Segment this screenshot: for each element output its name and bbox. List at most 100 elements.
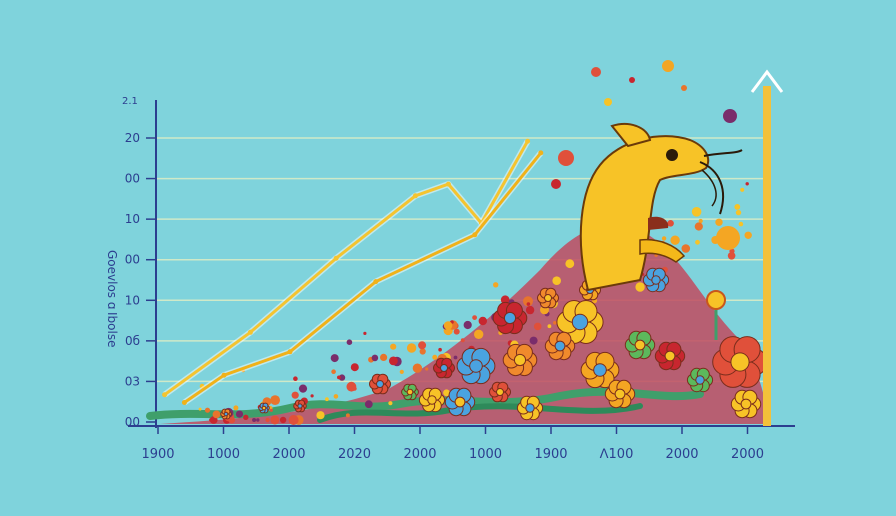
y-tick-label: 03	[125, 374, 140, 388]
series-point	[181, 400, 187, 405]
confetti-dot	[337, 375, 341, 380]
confetti-dot	[694, 222, 703, 231]
x-tick-label: 2020	[338, 447, 371, 462]
confetti-dot	[325, 397, 329, 402]
confetti-dot	[547, 324, 552, 329]
flower-center	[525, 403, 535, 413]
confetti-dot	[691, 207, 702, 217]
confetti-dot	[243, 414, 249, 420]
grid-layer	[150, 137, 770, 383]
confetti-dot	[565, 259, 575, 269]
confetti-dot	[269, 408, 273, 412]
confetti-dot	[390, 343, 397, 350]
flower	[624, 330, 656, 360]
confetti-dot	[661, 236, 667, 241]
confetti-dot	[438, 347, 442, 352]
series-line-lower	[183, 151, 542, 404]
confetti-dot	[333, 394, 339, 399]
x-tick-label: 1000	[207, 447, 240, 462]
flower-center	[261, 405, 267, 411]
floating-dot	[681, 85, 687, 91]
flower	[556, 300, 604, 344]
flower	[456, 347, 496, 385]
confetti-dot	[298, 384, 308, 393]
confetti-dot	[419, 348, 426, 355]
confetti-dot	[352, 386, 357, 391]
mouse-arm	[639, 238, 686, 263]
x-tick-label: 2000	[403, 447, 436, 462]
series-point	[472, 232, 478, 238]
confetti-dot	[350, 363, 359, 372]
flower	[258, 402, 270, 414]
confetti-dot	[399, 369, 404, 374]
confetti-dot	[363, 331, 367, 335]
flower	[537, 287, 559, 309]
flower	[686, 367, 714, 393]
series-layer	[162, 138, 544, 405]
series-point	[373, 279, 379, 285]
confetti-dot	[729, 248, 735, 254]
confetti-dot	[364, 400, 373, 409]
mouse-mouth	[648, 216, 669, 230]
flower	[604, 379, 636, 409]
flower-center	[730, 352, 750, 372]
axes-layer	[128, 100, 795, 428]
arrow-head	[750, 69, 784, 93]
flower	[418, 387, 446, 413]
flower-center	[427, 395, 437, 405]
confetti-dot	[406, 343, 417, 353]
floating-dot	[604, 98, 612, 106]
flower-center	[544, 294, 552, 302]
floating-dot	[629, 77, 635, 83]
confetti-dot	[228, 416, 236, 424]
confetti-dot	[715, 218, 723, 226]
confetti-dot	[523, 296, 533, 307]
flower	[502, 343, 538, 377]
flower	[516, 395, 544, 421]
flower-center	[695, 375, 705, 385]
y-tick-label: 20	[125, 131, 140, 145]
series-point	[333, 255, 339, 261]
confetti-dot	[252, 418, 257, 422]
confetti-dot	[279, 416, 287, 424]
flower-center	[440, 364, 448, 372]
y-axis-title-secondary: Ibolse	[105, 312, 119, 347]
series-point	[412, 193, 418, 199]
confetti-dot	[734, 204, 741, 210]
confetti-dot	[212, 410, 221, 419]
flower-center	[503, 311, 517, 325]
x-tick-label: ⴷ100	[600, 447, 634, 462]
series-point	[538, 150, 544, 156]
confetti-dot	[472, 315, 477, 320]
flower-center	[376, 380, 384, 388]
flower-center	[740, 398, 752, 410]
series-point	[247, 329, 253, 335]
confetti-dot	[412, 363, 423, 373]
y-axis-title: Goevlos ɑ	[105, 250, 119, 309]
y-tick-label: 00	[125, 172, 140, 186]
confetti-dot	[256, 418, 260, 422]
flower-center	[651, 275, 661, 285]
confetti-dot	[667, 220, 674, 227]
confetti-dot	[478, 316, 487, 326]
flower	[580, 351, 620, 389]
confetti-dot	[453, 355, 458, 360]
confetti-dot	[525, 305, 535, 315]
confetti-dot	[331, 369, 336, 375]
floating-dot	[716, 226, 740, 250]
confetti-dot	[744, 231, 752, 239]
y-tick-labels: 00 03 0б 10 00 10 00 20	[125, 131, 156, 429]
confetti-dot	[460, 338, 465, 343]
flower	[712, 336, 768, 388]
flower-center	[496, 388, 504, 396]
upward-arrow	[750, 69, 784, 426]
flower-pile-illustration	[146, 60, 770, 425]
confetti-dot	[474, 329, 484, 339]
x-tick-label: 1900	[534, 447, 567, 462]
confetti-dot	[529, 336, 538, 345]
mouse-ear	[610, 122, 652, 148]
confetti-dot	[198, 407, 202, 411]
series-point	[287, 349, 293, 355]
confetti-dot	[526, 302, 531, 306]
